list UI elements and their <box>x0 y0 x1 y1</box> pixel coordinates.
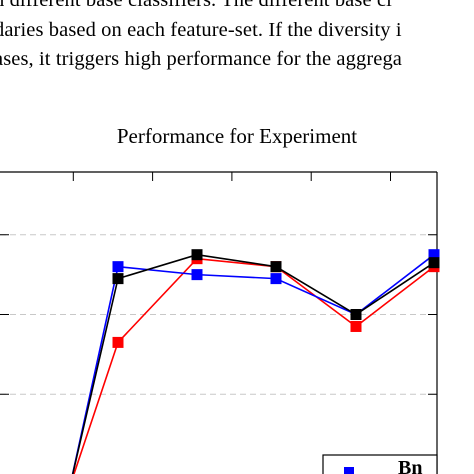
body-text-line-2: daries based on each feature-set. If the… <box>0 19 402 41</box>
chart-title: Performance for Experiment <box>116 124 358 148</box>
legend-label: Bn <box>398 457 422 474</box>
series-line <box>71 254 435 474</box>
data-point <box>350 320 362 332</box>
chart-frame <box>0 171 438 474</box>
data-point <box>112 273 124 285</box>
series-bn <box>71 249 440 474</box>
series-black <box>71 249 440 474</box>
data-point <box>191 249 203 261</box>
series-line <box>71 253 435 474</box>
data-point <box>112 336 124 348</box>
data-point <box>270 261 282 273</box>
legend: Bn <box>322 454 438 474</box>
series-red <box>73 253 440 474</box>
data-point <box>112 261 124 273</box>
body-text-line-1: h different base classifiers. The differ… <box>0 0 392 11</box>
body-text-line-3: ases, it triggers high performance for t… <box>0 48 403 70</box>
data-point <box>350 309 362 320</box>
data-point <box>270 273 282 285</box>
series-line <box>73 257 435 474</box>
data-point <box>428 257 440 269</box>
data-point <box>428 249 440 261</box>
grid-lines <box>0 234 437 395</box>
legend-marker <box>344 467 354 474</box>
series-group <box>71 249 440 474</box>
data-point <box>191 269 203 281</box>
